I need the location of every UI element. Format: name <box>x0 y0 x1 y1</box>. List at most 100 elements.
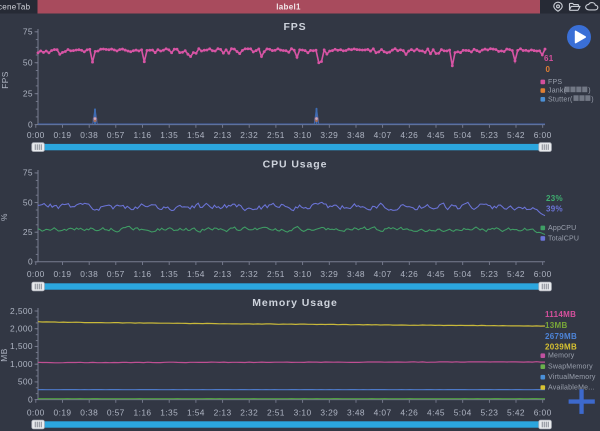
svg-text:500: 500 <box>18 377 33 387</box>
svg-text:6:00: 6:00 <box>534 130 552 140</box>
svg-text:2:32: 2:32 <box>240 130 258 140</box>
svg-text:0: 0 <box>28 119 33 129</box>
svg-text:0: 0 <box>28 257 33 267</box>
svg-text:1114MB: 1114MB <box>545 310 576 319</box>
svg-text:5:04: 5:04 <box>454 130 472 140</box>
svg-text:1:16: 1:16 <box>134 130 152 140</box>
svg-text:0:00: 0:00 <box>27 408 45 418</box>
svg-text:5:23: 5:23 <box>480 269 498 279</box>
svg-text:6:00: 6:00 <box>534 269 552 279</box>
svg-text:6:00: 6:00 <box>534 408 552 418</box>
svg-text:VirtualMemory: VirtualMemory <box>548 374 596 381</box>
svg-text:1:16: 1:16 <box>134 269 152 279</box>
svg-text:1:35: 1:35 <box>160 408 178 418</box>
svg-text:25: 25 <box>23 89 33 99</box>
svg-text:4:26: 4:26 <box>400 130 418 140</box>
svg-text:75: 75 <box>23 27 33 37</box>
svg-text:2,500: 2,500 <box>10 306 33 316</box>
svg-text:0:38: 0:38 <box>80 130 98 140</box>
svg-text:ceneTab: ceneTab <box>0 3 31 12</box>
svg-text:Memory Usage: Memory Usage <box>252 297 338 309</box>
svg-text:Stutter(: Stutter( <box>548 96 573 103</box>
svg-text:1,000: 1,000 <box>10 359 33 369</box>
svg-text:0:57: 0:57 <box>107 408 125 418</box>
svg-text:SwapMemory: SwapMemory <box>548 364 593 371</box>
svg-text:1,500: 1,500 <box>10 341 33 351</box>
svg-text:3:10: 3:10 <box>294 130 312 140</box>
svg-text:Memory: Memory <box>548 353 575 360</box>
svg-text:0:38: 0:38 <box>80 408 98 418</box>
svg-text:5:42: 5:42 <box>507 269 525 279</box>
svg-text:0:57: 0:57 <box>107 130 125 140</box>
svg-text:3:48: 3:48 <box>347 269 365 279</box>
svg-text:2:51: 2:51 <box>267 130 285 140</box>
svg-text:4:07: 4:07 <box>374 130 392 140</box>
svg-text:5:23: 5:23 <box>480 130 498 140</box>
svg-text:3:10: 3:10 <box>294 269 312 279</box>
svg-text:3:48: 3:48 <box>347 408 365 418</box>
svg-text:label1: label1 <box>276 3 301 12</box>
svg-text:4:07: 4:07 <box>374 269 392 279</box>
svg-text:75: 75 <box>23 168 33 178</box>
svg-text:2:51: 2:51 <box>267 408 285 418</box>
svg-text:3:29: 3:29 <box>320 130 338 140</box>
svg-text:61: 61 <box>544 54 554 63</box>
svg-text:AvailableMe...: AvailableMe... <box>548 385 595 392</box>
svg-text:1:54: 1:54 <box>187 269 205 279</box>
svg-text:5:23: 5:23 <box>480 408 498 418</box>
svg-text:2:32: 2:32 <box>240 408 258 418</box>
svg-text:5:04: 5:04 <box>454 269 472 279</box>
svg-text:2:13: 2:13 <box>214 130 232 140</box>
svg-text:FPS: FPS <box>0 71 10 89</box>
svg-text:4:26: 4:26 <box>400 269 418 279</box>
svg-text:3:48: 3:48 <box>347 130 365 140</box>
svg-text:%: % <box>0 213 9 221</box>
svg-text:0: 0 <box>546 65 551 74</box>
svg-text:4:07: 4:07 <box>374 408 392 418</box>
svg-text:): ) <box>588 88 591 95</box>
svg-text:50: 50 <box>23 58 33 68</box>
svg-text:3:10: 3:10 <box>294 408 312 418</box>
svg-text:13MB: 13MB <box>545 321 568 330</box>
svg-text:FPS: FPS <box>283 21 306 33</box>
svg-text:MB: MB <box>0 348 9 361</box>
svg-text:1:35: 1:35 <box>160 269 178 279</box>
svg-text:5:42: 5:42 <box>507 130 525 140</box>
svg-text:0:00: 0:00 <box>27 130 45 140</box>
svg-text:4:26: 4:26 <box>400 408 418 418</box>
svg-text:TotalCPU: TotalCPU <box>548 236 579 243</box>
svg-text:25: 25 <box>23 227 33 237</box>
svg-text:5:04: 5:04 <box>454 408 472 418</box>
svg-text:5:42: 5:42 <box>507 408 525 418</box>
svg-text:1:54: 1:54 <box>187 130 205 140</box>
svg-text:2,000: 2,000 <box>10 324 33 334</box>
svg-text:0:38: 0:38 <box>80 269 98 279</box>
svg-text:AppCPU: AppCPU <box>548 225 576 232</box>
svg-text:): ) <box>591 96 594 103</box>
svg-text:0:19: 0:19 <box>54 269 72 279</box>
svg-text:1:16: 1:16 <box>134 408 152 418</box>
svg-text:FPS: FPS <box>548 79 562 86</box>
svg-text:3:29: 3:29 <box>320 269 338 279</box>
svg-text:2:51: 2:51 <box>267 269 285 279</box>
svg-text:50: 50 <box>23 197 33 207</box>
svg-text:2:32: 2:32 <box>240 269 258 279</box>
svg-text:2039MB: 2039MB <box>545 343 577 352</box>
svg-text:1:35: 1:35 <box>160 130 178 140</box>
svg-text:1:54: 1:54 <box>187 408 205 418</box>
svg-text:2:13: 2:13 <box>214 269 232 279</box>
svg-text:4:45: 4:45 <box>427 269 445 279</box>
svg-text:0:19: 0:19 <box>54 408 72 418</box>
svg-text:23%: 23% <box>546 194 563 203</box>
svg-text:0:19: 0:19 <box>54 130 72 140</box>
svg-text:4:45: 4:45 <box>427 130 445 140</box>
svg-text:2:13: 2:13 <box>214 408 232 418</box>
svg-text:2679MB: 2679MB <box>545 332 577 341</box>
svg-text:4:45: 4:45 <box>427 408 445 418</box>
svg-text:0:57: 0:57 <box>107 269 125 279</box>
svg-text:Jank(: Jank( <box>548 88 567 95</box>
svg-text:0:00: 0:00 <box>27 269 45 279</box>
svg-text:CPU Usage: CPU Usage <box>263 158 328 170</box>
svg-text:0: 0 <box>28 394 33 404</box>
svg-text:3:29: 3:29 <box>320 408 338 418</box>
